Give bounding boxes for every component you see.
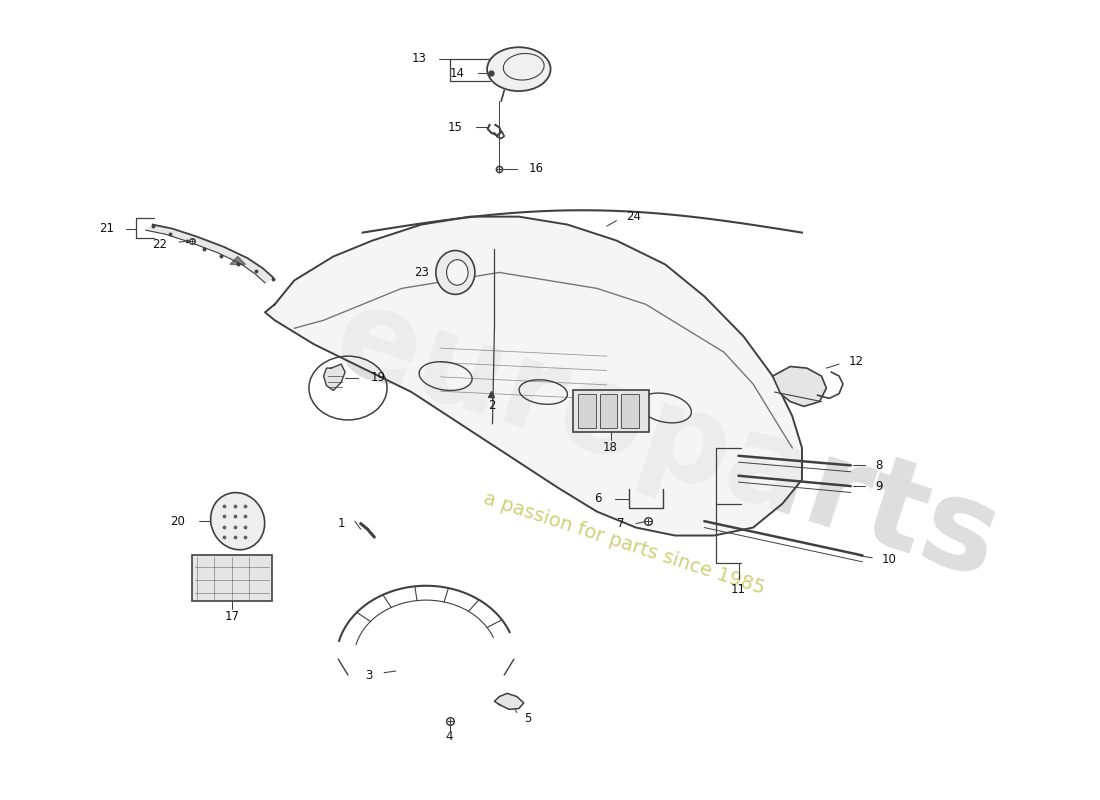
- Text: 8: 8: [876, 459, 882, 472]
- Ellipse shape: [210, 493, 265, 550]
- Text: 1: 1: [338, 517, 345, 530]
- Polygon shape: [772, 366, 826, 406]
- Text: 18: 18: [603, 442, 618, 454]
- Text: 2: 2: [487, 399, 495, 412]
- Text: 7: 7: [617, 517, 625, 530]
- Ellipse shape: [436, 250, 475, 294]
- Text: 11: 11: [732, 583, 746, 596]
- Text: 22: 22: [153, 238, 167, 251]
- Text: 16: 16: [529, 162, 543, 175]
- Text: 12: 12: [849, 355, 864, 368]
- Text: 6: 6: [594, 492, 602, 506]
- Ellipse shape: [487, 47, 551, 91]
- Polygon shape: [494, 694, 524, 710]
- Polygon shape: [146, 225, 273, 283]
- Text: 9: 9: [876, 479, 882, 493]
- Text: 21: 21: [99, 222, 113, 235]
- Text: 10: 10: [882, 553, 896, 566]
- Text: europarts: europarts: [320, 275, 1014, 604]
- Text: 15: 15: [448, 121, 462, 134]
- Ellipse shape: [447, 260, 469, 286]
- Text: 3: 3: [365, 669, 373, 682]
- FancyBboxPatch shape: [600, 394, 617, 428]
- Text: 24: 24: [626, 210, 641, 223]
- Polygon shape: [323, 364, 345, 390]
- Text: 4: 4: [446, 730, 453, 743]
- Text: 14: 14: [450, 66, 465, 80]
- Text: 23: 23: [414, 266, 429, 279]
- Text: 19: 19: [371, 371, 385, 384]
- FancyBboxPatch shape: [572, 390, 649, 432]
- Text: 17: 17: [224, 610, 240, 623]
- FancyBboxPatch shape: [621, 394, 639, 428]
- Text: a passion for parts since 1985: a passion for parts since 1985: [481, 489, 768, 598]
- Polygon shape: [265, 217, 802, 535]
- Text: 20: 20: [170, 514, 185, 528]
- Polygon shape: [230, 257, 245, 265]
- FancyBboxPatch shape: [579, 394, 596, 428]
- Text: 5: 5: [524, 712, 531, 726]
- FancyBboxPatch shape: [191, 554, 272, 601]
- Text: 13: 13: [411, 52, 426, 66]
